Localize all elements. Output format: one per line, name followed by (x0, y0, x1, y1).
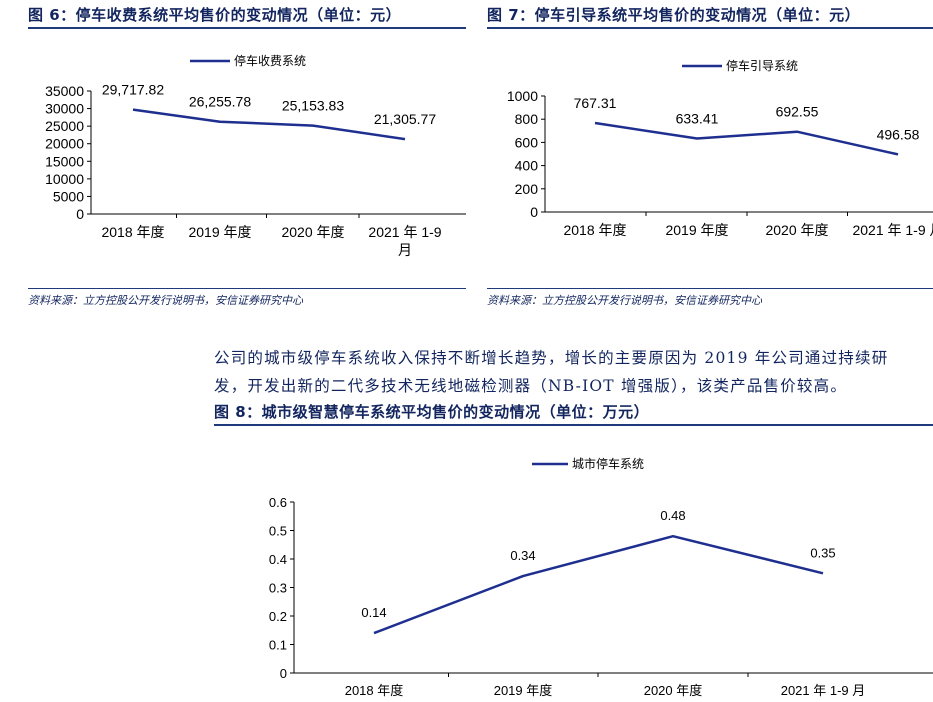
y-tick-label: 0 (280, 666, 287, 681)
fig7-chart: 停车引导系统 0 200 400 600 800 1000 2018 年度 2019 年度 202… (507, 58, 933, 238)
data-label: 0.14 (361, 605, 386, 620)
series-line (132, 108, 406, 141)
data-label: 0.35 (810, 545, 835, 560)
x-tick-label: 2018 年度 (345, 683, 404, 698)
body-paragraph-line-1: 公司的城市级停车系统收入保持不断增长趋势，增长的主要原因为 2019 年公司通过… (214, 349, 889, 367)
x-tick-label: 2020 年度 (644, 683, 703, 698)
x-tick-label: 2020 年度 (281, 224, 344, 240)
x-tick-label: 2021 年 1-9 (368, 224, 441, 240)
y-tick-label: 0 (530, 204, 538, 220)
fig7-title: 图 7：停车引导系统平均售价的变动情况（单位：元） (487, 6, 861, 24)
x-tick-label: 2019 年度 (494, 683, 553, 698)
series-line (594, 121, 899, 156)
y-tick-label: 0 (76, 206, 84, 222)
fig6-title: 图 6：停车收费系统平均售价的变动情况（单位：元） (28, 6, 402, 24)
x-tick-label: 月 (398, 242, 412, 258)
y-tick-label: 20000 (45, 136, 84, 152)
legend-label: 停车收费系统 (234, 53, 306, 68)
y-tick-label: 200 (515, 181, 539, 197)
y-tick-label: 35000 (45, 83, 84, 99)
fig7-title-rule (487, 27, 933, 29)
y-tick-label: 0.4 (269, 552, 287, 567)
y-tick-label: 0.6 (269, 495, 287, 510)
body-paragraph-line-2: 发，开发出新的二代多技术无线地磁检测器（NB-IOT 增强版），该类产品售价较高… (214, 377, 848, 395)
legend-label: 城市停车系统 (572, 456, 644, 471)
x-tick-label: 2019 年度 (188, 224, 251, 240)
y-tick-label: 5000 (53, 188, 84, 204)
y-tick-label: 15000 (45, 153, 84, 169)
x-tick-label: 2018 年度 (101, 224, 164, 240)
y-tick-label: 0.2 (269, 609, 287, 624)
y-tick-label: 30000 (45, 101, 84, 117)
x-tick-label: 2020 年度 (765, 222, 828, 238)
y-tick-label: 0.3 (269, 581, 287, 596)
y-tick-label: 600 (515, 134, 539, 150)
data-label: 0.48 (660, 508, 685, 523)
data-label: 692.55 (776, 104, 819, 120)
fig8-chart: 城市停车系统 0 0.1 0.2 0.3 0.4 0.5 0.6 2018 年度 2019 年度 2… (269, 456, 933, 698)
data-label: 767.31 (574, 95, 617, 111)
data-label: 25,153.83 (282, 98, 344, 114)
fig6-source: 资料来源：立方控股公开发行说明书，安信证券研究中心 (28, 294, 303, 307)
fig6-title-rule (28, 27, 466, 29)
series-line (373, 534, 824, 635)
fig6-source-rule (28, 288, 466, 289)
legend-label: 停车引导系统 (726, 58, 798, 73)
data-label: 29,717.82 (102, 82, 164, 98)
data-label: 633.41 (676, 111, 719, 127)
fig8-title: 图 8：城市级智慧停车系统平均售价的变动情况（单位：万元） (214, 403, 650, 421)
data-label: 21,305.77 (374, 111, 436, 127)
data-label: 496.58 (877, 126, 920, 142)
fig7-source: 资料来源：立方控股公开发行说明书，安信证券研究中心 (487, 294, 762, 307)
y-tick-label: 1000 (507, 88, 538, 104)
y-tick-label: 400 (515, 158, 539, 174)
x-tick-label: 2021 年 1-9 月 (781, 683, 866, 698)
fig7-source-rule (487, 288, 933, 289)
y-tick-label: 0.1 (269, 638, 287, 653)
x-tick-label: 2021 年 1-9 月 (852, 222, 933, 238)
y-tick-label: 0.5 (269, 524, 287, 539)
data-label: 26,255.78 (189, 94, 251, 110)
x-tick-label: 2019 年度 (665, 222, 728, 238)
y-tick-label: 800 (515, 111, 539, 127)
y-tick-label: 25000 (45, 118, 84, 134)
y-tick-label: 10000 (45, 171, 84, 187)
data-label: 0.34 (510, 548, 535, 563)
fig8-title-rule (214, 424, 933, 426)
x-tick-label: 2018 年度 (563, 222, 626, 238)
